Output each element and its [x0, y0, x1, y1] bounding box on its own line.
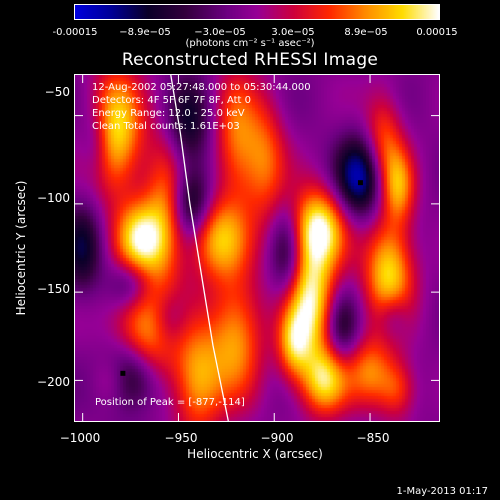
- x-tick-label: −1000: [59, 431, 101, 445]
- annotation-time: 12-Aug-2002 05:27:48.000 to 05:30:44.000: [92, 82, 311, 93]
- annotation-detectors: Detectors: 4F 5F 6F 7F 8F, Att 0: [92, 95, 252, 106]
- y-tick-label: −100: [37, 191, 70, 205]
- chart-title: Reconstructed RHESSI Image: [121, 50, 379, 70]
- y-tick-label: −200: [37, 375, 70, 389]
- footer-date: 1-May-2013 01:17: [396, 486, 488, 497]
- heatmap-image: [75, 75, 439, 421]
- colorbar-tick-label: -0.00015: [52, 27, 98, 38]
- x-axis-label: Heliocentric X (arcsec): [187, 447, 323, 461]
- solar-limb-line: [170, 75, 229, 421]
- plot-overlay: [75, 75, 439, 421]
- colorbar-tick-label: 8.9e−05: [344, 27, 388, 38]
- colorbar-tick-label: −8.9e−05: [119, 27, 171, 38]
- y-tick-label: −50: [44, 85, 70, 99]
- annotation-clean: Clean Total counts: 1.61E+03: [92, 121, 240, 132]
- y-tick-label: −150: [37, 282, 70, 296]
- plot-area: [74, 74, 440, 422]
- y-axis-label: Heliocentric Y (arcsec): [14, 180, 28, 316]
- colorbar-tick-label: 3.0e−05: [271, 27, 315, 38]
- colorbar-tick-label: −3.0e−05: [194, 27, 246, 38]
- x-tick-label: −950: [164, 431, 198, 445]
- annotation-energy: Energy Range: 12.0 - 25.0 keV: [92, 108, 245, 119]
- colorbar: [74, 4, 440, 20]
- peak-marker: [357, 180, 363, 186]
- colorbar-tick-label: 0.00015: [416, 27, 458, 38]
- peak-marker: [120, 370, 126, 376]
- colorbar-units: (photons cm⁻² s⁻¹ asec⁻²): [185, 38, 315, 49]
- x-tick-label: −850: [356, 431, 390, 445]
- x-tick-label: −900: [260, 431, 294, 445]
- annotation-peak-position: Position of Peak = [-877,-114]: [95, 397, 245, 408]
